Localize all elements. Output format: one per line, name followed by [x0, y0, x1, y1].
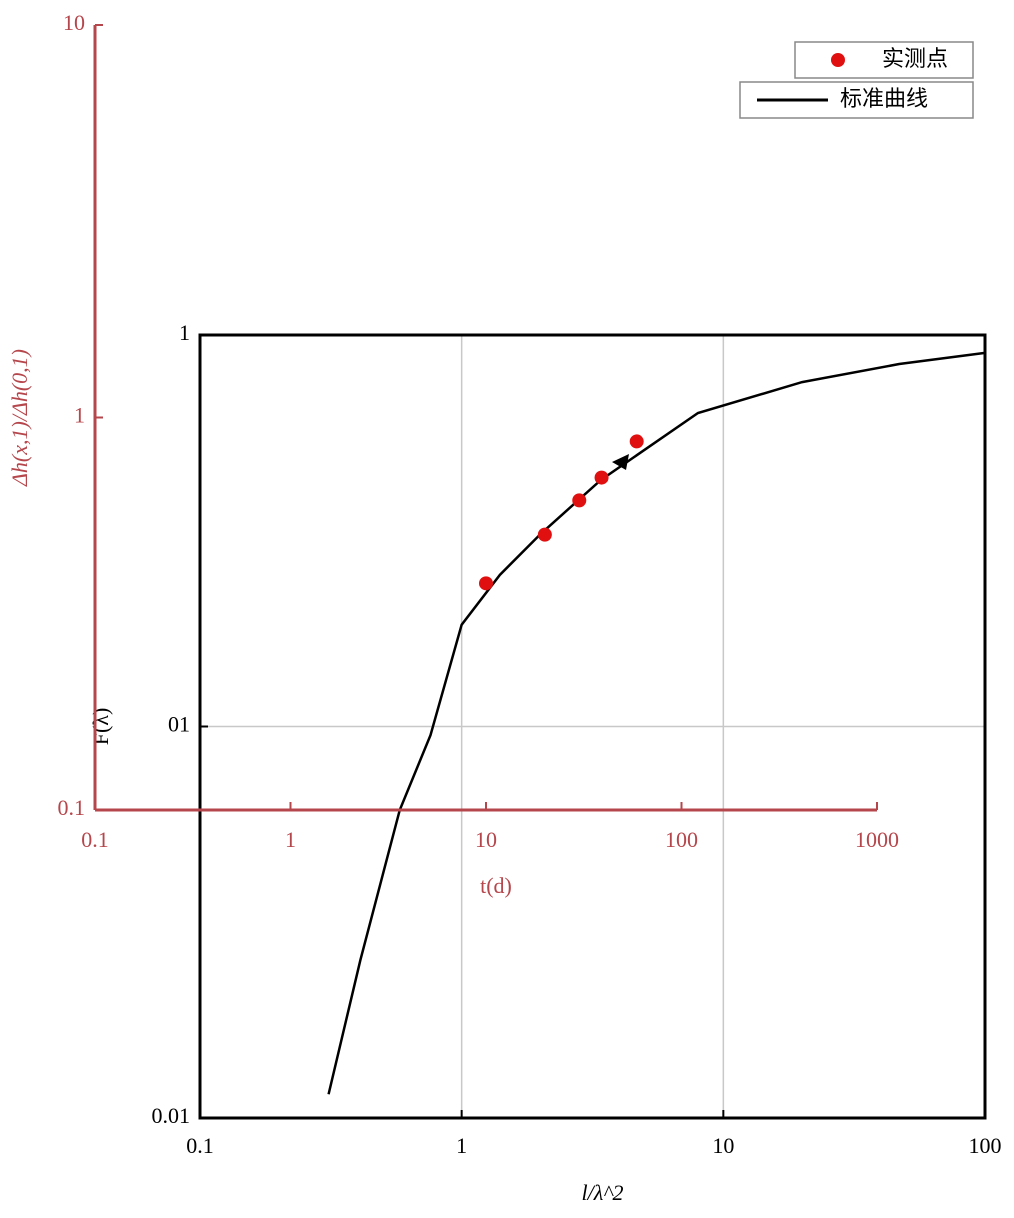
legend-label: 标准曲线 — [840, 87, 928, 112]
x-tick-label: 0.1 — [81, 827, 109, 852]
y-tick-label: 1 — [179, 320, 190, 345]
legend-marker — [831, 53, 845, 67]
y-axis-label: F(λ) — [88, 708, 113, 746]
y-tick-label: 10 — [63, 10, 85, 35]
y-tick-label: 01 — [168, 712, 190, 737]
x-tick-label: 100 — [969, 1133, 1002, 1158]
curve — [327, 351, 986, 1095]
x-tick-label: 10 — [475, 827, 497, 852]
legend-label: 实测点 — [882, 47, 948, 72]
y-tick-label: 0.1 — [58, 795, 86, 820]
point — [537, 527, 552, 542]
legend-box — [794, 41, 974, 79]
x-tick-label: 1000 — [855, 827, 899, 852]
point — [629, 434, 644, 449]
x-axis-label: t(d) — [480, 873, 512, 898]
y-tick-label: 0.01 — [152, 1103, 191, 1128]
arrow-marker — [612, 454, 629, 470]
point — [572, 493, 587, 508]
x-tick-label: 10 — [712, 1133, 734, 1158]
x-axis-label: l/λ^2 — [581, 1180, 623, 1205]
point — [594, 470, 609, 485]
y-tick-label: 1 — [74, 403, 85, 428]
point — [479, 576, 493, 591]
x-tick-label: 1 — [285, 827, 296, 852]
x-tick-label: 1 — [456, 1133, 467, 1158]
x-tick-label: 100 — [665, 827, 698, 852]
x-tick-label: 0.1 — [186, 1133, 214, 1158]
y-axis-label: Δh(x,1)/Δh(0,1) — [7, 349, 32, 487]
plot-frame — [198, 333, 987, 1120]
